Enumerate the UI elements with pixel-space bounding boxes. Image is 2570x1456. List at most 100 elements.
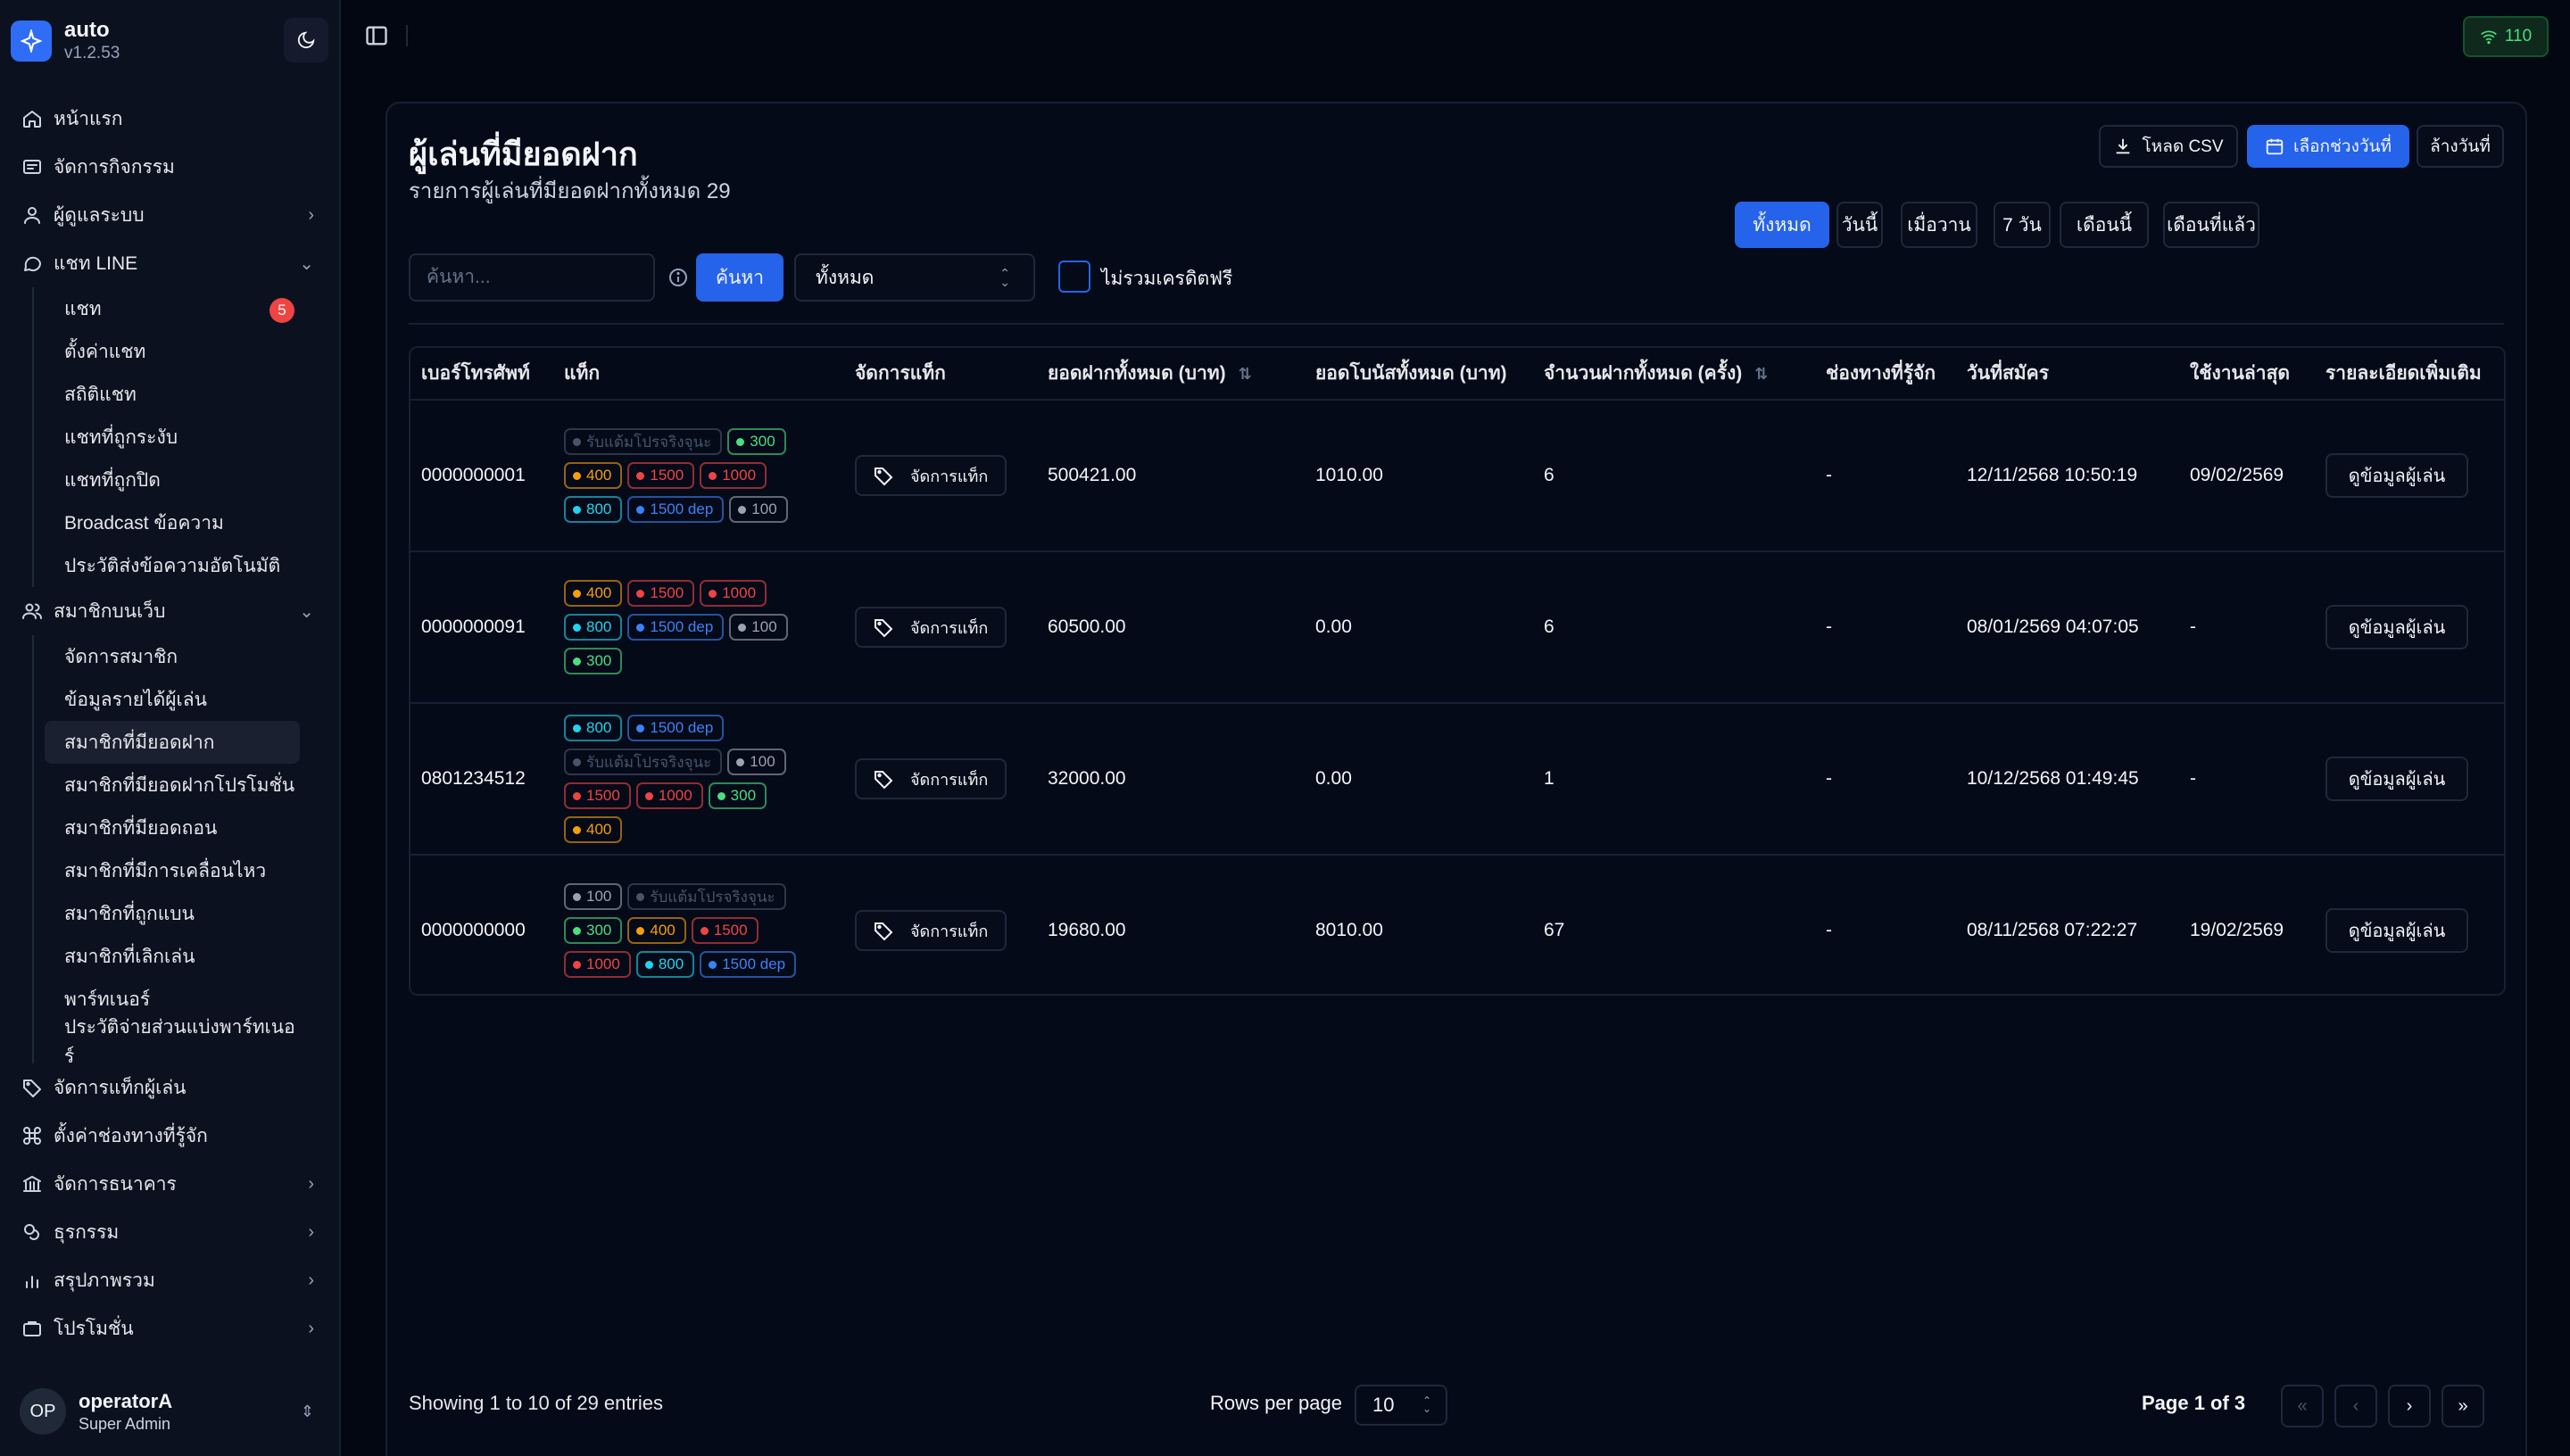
phone-cell: 0000000001 — [410, 400, 553, 552]
sidebar-item[interactable]: จัดการธนาคาร › — [0, 1160, 339, 1208]
sidebar-subitem[interactable]: สมาชิกที่เลิกเล่น — [64, 946, 195, 967]
sidebar-subitem[interactable]: พาร์ทเนอร์ — [64, 989, 151, 1010]
chevrons-right-icon: » — [2458, 1395, 2468, 1416]
column-header[interactable]: จำนวนฝากทั้งหมด (ครั้ง) ⇅ — [1533, 348, 1815, 401]
sidebar-toggle-button[interactable] — [364, 23, 389, 48]
sidebar-item[interactable]: สรุปภาพรวม › — [0, 1256, 339, 1304]
player-tag: 300 — [564, 648, 623, 674]
tag-label: 1500 — [713, 922, 748, 939]
column-header-label: วันที่สมัคร — [1967, 363, 2049, 384]
sidebar-subitem[interactable]: สถิติแชท — [45, 373, 300, 416]
player-tag: 800 — [564, 715, 623, 741]
deposit-cell: 32000.00 — [1037, 703, 1305, 856]
first-page-button[interactable]: « — [2281, 1385, 2324, 1427]
chevron-down-icon: ⌄ — [299, 601, 314, 622]
sidebar-item[interactable]: ตั้งค่าช่องทางที่รู้จัก — [0, 1112, 339, 1160]
tag-dot-icon — [573, 791, 581, 800]
sidebar-subitem[interactable]: ประวัติจ่ายส่วนแบ่งพาร์ทเนอร์ — [64, 1017, 295, 1067]
app-logo-icon — [11, 21, 52, 62]
details-cell: ดูข้อมูลผู้เล่น — [2315, 703, 2504, 856]
sidebar-subitem[interactable]: สมาชิกที่มียอดฝาก — [45, 721, 300, 764]
clear-date-button[interactable]: ล้างวันที่ — [2417, 125, 2504, 168]
user-menu[interactable]: OP operatorA Super Admin ⇕ — [0, 1367, 339, 1456]
tag-dot-icon — [709, 960, 717, 969]
app-name: auto — [64, 18, 110, 42]
range-tab[interactable]: 7 วัน — [1994, 202, 2051, 248]
column-header[interactable]: ยอดฝากทั้งหมด (บาท) ⇅ — [1037, 348, 1305, 401]
last-page-button[interactable]: » — [2442, 1385, 2484, 1427]
view-player-button[interactable]: ดูข้อมูลผู้เล่น — [2325, 453, 2468, 498]
view-player-button[interactable]: ดูข้อมูลผู้เล่น — [2325, 605, 2468, 649]
search-button[interactable]: ค้นหา — [696, 253, 783, 302]
sidebar-item[interactable]: จัดการกิจกรรม — [0, 143, 339, 191]
theme-toggle-button[interactable] — [284, 18, 328, 62]
tag-dot-icon — [736, 757, 745, 766]
pick-date-range-button[interactable]: เลือกช่วงวันที่ — [2247, 125, 2409, 168]
player-tag: รับแต้มโปรจริงจุนะ — [564, 428, 723, 455]
player-tag: 1500 — [627, 580, 695, 607]
manage-tag-button[interactable]: จัดการแท็ก — [855, 455, 1007, 496]
player-tag: 1500 — [691, 917, 759, 944]
deposit-cell: 500421.00 — [1037, 400, 1305, 552]
sidebar-subitem[interactable]: สมาชิกที่มียอดฝากโปรโมชั่น — [64, 774, 295, 796]
sidebar-subitem[interactable]: สมาชิกที่มียอดถอน — [64, 817, 218, 839]
column-header-label: จำนวนฝากทั้งหมด (ครั้ง) — [1544, 363, 1743, 384]
download-csv-button[interactable]: โหลด CSV — [2099, 125, 2238, 168]
next-page-button[interactable]: › — [2388, 1385, 2431, 1427]
filter-select[interactable]: ทั้งหมด ⌃ ⌄ — [794, 253, 1035, 302]
sidebar-subitem[interactable]: สมาชิกที่ถูกแบน — [64, 903, 195, 924]
manage-tag-button[interactable]: จัดการแท็ก — [855, 607, 1007, 648]
tag-dot-icon — [636, 505, 645, 514]
sidebar-subitem[interactable]: แชทที่ถูกระงับ — [45, 416, 300, 459]
range-tab[interactable]: ทั้งหมด — [1735, 202, 1829, 248]
column-header: วันที่สมัคร — [1956, 348, 2179, 401]
tag-label: 400 — [586, 467, 612, 484]
range-tab[interactable]: เดือนนี้ — [2060, 202, 2149, 248]
rows-per-page-select[interactable]: 10 ⌃ ⌄ — [1355, 1385, 1447, 1426]
range-tab[interactable]: วันนี้ — [1836, 202, 1883, 248]
manage-tag-button[interactable]: จัดการแท็ก — [855, 910, 1007, 951]
manage-tag-button[interactable]: จัดการแท็ก — [855, 758, 1007, 799]
sidebar-subitem[interactable]: ตั้งค่าแชท — [45, 330, 300, 373]
tag-label: 400 — [586, 584, 612, 601]
sidebar-item[interactable]: ธุรกรรม › — [0, 1208, 339, 1256]
sidebar-item[interactable]: จัดการแท็กผู้เล่น — [0, 1063, 339, 1112]
info-icon[interactable] — [667, 267, 689, 288]
sidebar-subitem[interactable]: Broadcast ข้อความ — [45, 501, 300, 544]
player-tag: 1000 — [564, 951, 631, 978]
sidebar-item-members[interactable]: สมาชิกบนเว็บ ⌄ — [0, 587, 339, 635]
main-card: ผู้เล่นที่มียอดฝาก รายการผู้เล่นที่มียอด… — [386, 102, 2527, 1456]
sidebar-subitem[interactable]: ประวัติส่งข้อความอัตโนมัติ — [45, 544, 300, 587]
column-header: ใช้งานล่าสุด — [2179, 348, 2315, 401]
sidebar-item[interactable]: หน้าแรก — [0, 95, 339, 143]
details-cell: ดูข้อมูลผู้เล่น — [2315, 855, 2504, 994]
sidebar-item[interactable]: ผู้ดูแลระบบ › — [0, 191, 339, 239]
exclude-free-credit-checkbox[interactable] — [1058, 261, 1090, 293]
previous-page-button[interactable]: ‹ — [2334, 1385, 2377, 1427]
tag-label: 1500 dep — [722, 956, 786, 972]
bonus-cell: 0.00 — [1305, 703, 1533, 856]
tag-label: 300 — [586, 652, 612, 669]
sort-icon[interactable]: ⇅ — [1754, 365, 1769, 383]
sidebar-subitem-label: แชทที่ถูกปิด — [64, 469, 161, 491]
unread-badge: 5 — [269, 298, 294, 323]
table-header-row: เบอร์โทรศัพท์ แท็ก จัดการแท็ก ยอดฝากทั้งหมด… — [410, 348, 2504, 401]
chevron-left-icon: ‹ — [2352, 1395, 2359, 1416]
range-tab[interactable]: เดือนที่แล้ว — [2163, 202, 2259, 248]
search-input[interactable] — [409, 253, 655, 302]
sidebar-subitem[interactable]: แชทที่ถูกปิด — [45, 459, 300, 501]
tag-dot-icon — [736, 437, 745, 446]
table-row: 0801234512 800 1500 dep รับแต้มโปรจริงจุนะ 1… — [410, 703, 2504, 856]
brand[interactable]: auto v1.2.53 — [11, 18, 120, 64]
sidebar-subitem[interactable]: จัดการสมาชิก — [64, 646, 178, 667]
sidebar-item[interactable]: แชท LINE ⌄ — [0, 239, 339, 287]
range-tab[interactable]: เมื่อวาน — [1901, 202, 1977, 248]
view-player-button[interactable]: ดูข้อมูลผู้เล่น — [2325, 908, 2468, 953]
sidebar-subitem[interactable]: ข้อมูลรายได้ผู้เล่น — [64, 689, 207, 710]
view-player-button[interactable]: ดูข้อมูลผู้เล่น — [2325, 757, 2468, 801]
sidebar-subitem[interactable]: แชท 5 — [45, 287, 300, 330]
sort-icon[interactable]: ⇅ — [1238, 365, 1252, 383]
sidebar-item[interactable]: โปรโมชั่น › — [0, 1304, 339, 1353]
tag-label: รับแต้มโปรจริงจุนะ — [586, 753, 712, 771]
sidebar-subitem[interactable]: สมาชิกที่มีการเคลื่อนไหว — [64, 860, 267, 881]
